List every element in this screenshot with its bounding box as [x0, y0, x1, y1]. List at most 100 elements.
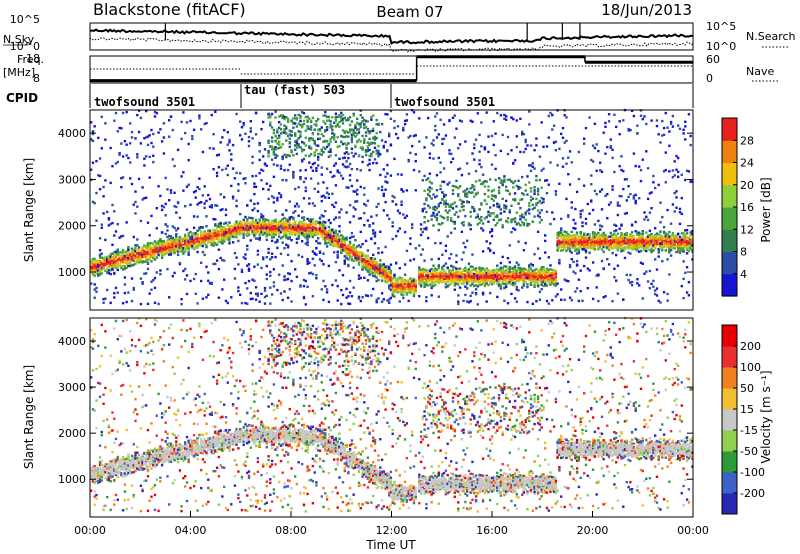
scatter-cell — [354, 123, 357, 127]
scatter-cell — [242, 224, 245, 228]
scatter-cell — [380, 122, 384, 126]
scatter-cell — [242, 233, 245, 236]
scatter-cell — [292, 176, 295, 179]
scatter-cell — [114, 260, 118, 263]
scatter-cell — [350, 151, 354, 155]
scatter-cell — [375, 137, 378, 140]
scatter-cell — [368, 256, 371, 260]
scatter-cell — [200, 233, 203, 236]
scatter-cell — [153, 258, 157, 261]
scatter-cell — [288, 230, 291, 233]
scatter-cell — [356, 200, 359, 203]
scatter-cell — [230, 153, 233, 156]
scatter-cell — [230, 231, 233, 235]
scatter-cell — [388, 134, 391, 138]
scatter-cell — [240, 230, 244, 233]
scatter-cell — [230, 184, 233, 188]
scatter-cell — [263, 224, 267, 227]
scatter-cell — [260, 225, 263, 228]
scatter-cell — [171, 243, 174, 246]
scatter-cell — [400, 173, 403, 176]
scatter-cell — [347, 295, 350, 298]
scatter-cell — [457, 272, 460, 275]
scatter-cell — [98, 264, 102, 268]
scatter-cell — [350, 235, 354, 238]
scatter-cell — [123, 251, 127, 254]
scatter-cell — [398, 281, 401, 285]
scatter-cell — [421, 248, 424, 251]
scatter-cell — [388, 271, 391, 275]
scatter-cell — [168, 244, 171, 248]
scatter-cell — [249, 226, 252, 229]
scatter-cell — [247, 226, 251, 229]
scatter-cell — [474, 138, 478, 141]
scatter-cell — [324, 239, 327, 242]
scatter-cell — [380, 271, 384, 275]
scatter-cell — [283, 131, 286, 134]
scatter-cell — [412, 290, 416, 293]
scatter-cell — [171, 236, 174, 240]
scatter-cell — [308, 161, 311, 164]
scatter-cell — [396, 125, 400, 128]
scatter-cell — [432, 224, 435, 227]
scatter-cell — [107, 258, 111, 261]
scatter-cell — [249, 222, 252, 225]
scatter-cell — [205, 245, 208, 249]
scatter-cell — [129, 258, 132, 261]
scatter-cell — [347, 142, 350, 145]
scatter-cell — [299, 221, 302, 224]
scatter-cell — [370, 215, 373, 218]
scatter-cell — [377, 270, 380, 274]
scatter-cell — [281, 157, 284, 161]
scatter-cell — [306, 235, 309, 239]
scatter-cell — [129, 255, 132, 258]
scatter-cell — [208, 230, 212, 233]
scatter-cell — [403, 123, 407, 126]
scatter-cell — [113, 234, 116, 237]
scatter-cell — [113, 265, 116, 268]
scatter-cell — [166, 188, 169, 191]
scatter-cell — [134, 254, 137, 257]
scatter-cell — [267, 151, 270, 155]
scatter-cell — [441, 191, 444, 194]
freq-traces — [90, 55, 693, 83]
scatter-cell — [292, 217, 295, 220]
scatter-cell — [297, 145, 300, 148]
scatter-cell — [256, 223, 260, 226]
scatter-cell — [333, 251, 336, 254]
scatter-cell — [228, 238, 231, 241]
scatter-cell — [304, 116, 307, 119]
scatter-cell — [217, 225, 221, 228]
scatter-cell — [435, 268, 439, 271]
scatter-cell — [320, 224, 323, 227]
scatter-cell — [402, 129, 405, 132]
scatter-cell — [180, 237, 183, 240]
scatter-cell — [407, 160, 410, 163]
scatter-cell — [437, 257, 440, 261]
scatter-cell — [150, 246, 153, 249]
scatter-cell — [356, 168, 359, 171]
scatter-cell — [178, 241, 182, 245]
scatter-cell — [121, 302, 125, 305]
scatter-cell — [270, 158, 274, 161]
scatter-cell — [481, 291, 485, 294]
scatter-cell — [345, 251, 348, 255]
scatter-cell — [405, 293, 409, 296]
scatter-cell — [466, 283, 469, 286]
scatter-cell — [196, 203, 199, 206]
scatter-cell — [260, 179, 263, 182]
scatter-cell — [127, 254, 130, 257]
scatter-cell — [398, 277, 401, 280]
scatter-cell — [325, 140, 329, 143]
scatter-cell — [173, 248, 176, 251]
scatter-cell — [281, 235, 284, 239]
scatter-cell — [258, 223, 261, 226]
scatter-cell — [340, 251, 343, 254]
scatter-cell — [116, 160, 119, 164]
scatter-cell — [160, 240, 164, 243]
scatter-cell — [145, 253, 148, 256]
scatter-cell — [480, 202, 483, 205]
scatter-cell — [366, 294, 370, 298]
scatter-cell — [368, 225, 371, 228]
scatter-cell — [136, 256, 139, 259]
